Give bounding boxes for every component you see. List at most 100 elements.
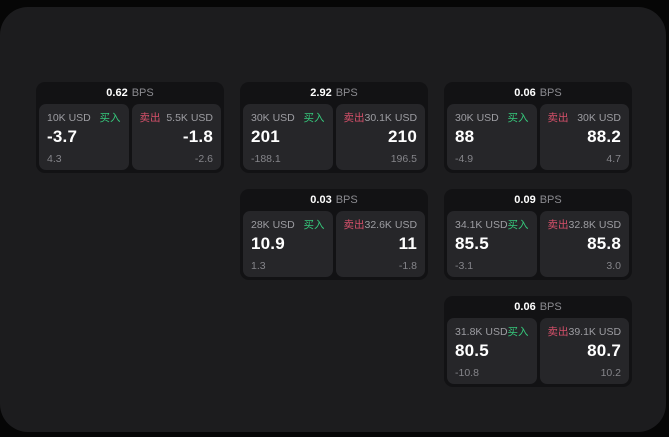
quote-card[interactable]: 0.62 BPS 10K USD 买入 -3.7 4.3 卖出 5.5K USD… bbox=[36, 82, 224, 173]
buy-panel[interactable]: 30K USD 买入 201 -188.1 bbox=[243, 104, 333, 170]
buy-side-label: 买入 bbox=[99, 112, 121, 124]
sell-amount: 32.6K USD bbox=[364, 218, 418, 231]
bps-unit-label: BPS bbox=[131, 87, 154, 99]
buy-panel-top: 30K USD 买入 bbox=[251, 110, 325, 125]
card-header: 0.06 BPS bbox=[447, 296, 629, 318]
sell-amount: 30K USD bbox=[577, 111, 621, 124]
buy-price: 88 bbox=[455, 127, 475, 146]
buy-side-label: 买入 bbox=[303, 112, 325, 124]
bps-value: 0.09 bbox=[514, 194, 536, 206]
buy-side-label: 买入 bbox=[507, 326, 529, 338]
sell-side-label: 卖出 bbox=[547, 219, 569, 231]
sell-panel-top: 卖出 30.1K USD bbox=[344, 110, 418, 125]
buy-amount: 34.1K USD bbox=[455, 218, 508, 231]
sell-delta: 10.2 bbox=[600, 367, 621, 379]
quote-panels: 28K USD 买入 10.9 1.3 卖出 32.6K USD 11 -1.8 bbox=[243, 211, 425, 277]
sell-panel[interactable]: 卖出 5.5K USD -1.8 -2.6 bbox=[131, 104, 221, 170]
buy-panel-top: 31.8K USD 买入 bbox=[455, 324, 529, 339]
buy-delta: -3.1 bbox=[455, 260, 474, 272]
sell-amount: 5.5K USD bbox=[166, 111, 213, 124]
bps-value: 0.06 bbox=[514, 301, 536, 313]
bps-value: 0.06 bbox=[514, 87, 536, 99]
quote-card[interactable]: 0.09 BPS 34.1K USD 买入 85.5 -3.1 卖出 32.8K… bbox=[444, 189, 632, 280]
card-header: 0.09 BPS bbox=[447, 189, 629, 211]
quote-card[interactable]: 0.03 BPS 28K USD 买入 10.9 1.3 卖出 32.6K US… bbox=[240, 189, 428, 280]
sell-side-label: 卖出 bbox=[343, 219, 365, 231]
sell-side-label: 卖出 bbox=[343, 112, 365, 124]
sell-amount: 39.1K USD bbox=[568, 325, 622, 338]
sell-amount: 32.8K USD bbox=[568, 218, 622, 231]
quote-panels: 34.1K USD 买入 85.5 -3.1 卖出 32.8K USD 85.8… bbox=[447, 211, 629, 277]
quote-card[interactable]: 2.92 BPS 30K USD 买入 201 -188.1 卖出 30.1K … bbox=[240, 82, 428, 173]
buy-price: 85.5 bbox=[455, 234, 489, 253]
sell-side-label: 卖出 bbox=[547, 326, 569, 338]
bps-unit-label: BPS bbox=[539, 301, 562, 313]
sell-price: 80.7 bbox=[587, 341, 621, 360]
sell-panel[interactable]: 卖出 39.1K USD 80.7 10.2 bbox=[539, 318, 629, 384]
sell-panel[interactable]: 卖出 30.1K USD 210 196.5 bbox=[335, 104, 425, 170]
buy-panel-top: 10K USD 买入 bbox=[47, 110, 121, 125]
sell-delta: -2.6 bbox=[194, 153, 213, 165]
buy-price: 80.5 bbox=[455, 341, 489, 360]
sell-price: 85.8 bbox=[587, 234, 621, 253]
bps-unit-label: BPS bbox=[335, 87, 358, 99]
buy-amount: 30K USD bbox=[251, 111, 295, 124]
sell-delta: 3.0 bbox=[606, 260, 621, 272]
quote-panels: 30K USD 买入 201 -188.1 卖出 30.1K USD 210 1… bbox=[243, 104, 425, 170]
sell-panel[interactable]: 卖出 32.6K USD 11 -1.8 bbox=[335, 211, 425, 277]
buy-amount: 10K USD bbox=[47, 111, 91, 124]
buy-panel[interactable]: 28K USD 买入 10.9 1.3 bbox=[243, 211, 333, 277]
sell-price: 11 bbox=[398, 234, 417, 253]
sell-price: -1.8 bbox=[182, 127, 213, 146]
sell-side-label: 卖出 bbox=[139, 112, 161, 124]
buy-price: 201 bbox=[251, 127, 280, 146]
sell-delta: -1.8 bbox=[398, 260, 417, 272]
card-header: 0.62 BPS bbox=[39, 82, 221, 104]
buy-side-label: 买入 bbox=[507, 112, 529, 124]
sell-amount: 30.1K USD bbox=[364, 111, 418, 124]
buy-panel-top: 30K USD 买入 bbox=[455, 110, 529, 125]
sell-panel-top: 卖出 5.5K USD bbox=[140, 110, 214, 125]
buy-panel[interactable]: 31.8K USD 买入 80.5 -10.8 bbox=[447, 318, 537, 384]
card-header: 0.03 BPS bbox=[243, 189, 425, 211]
sell-panel[interactable]: 卖出 32.8K USD 85.8 3.0 bbox=[539, 211, 629, 277]
sell-price: 88.2 bbox=[587, 127, 621, 146]
sell-price: 210 bbox=[388, 127, 417, 146]
buy-delta: -10.8 bbox=[455, 367, 479, 379]
bps-unit-label: BPS bbox=[539, 87, 562, 99]
bps-value: 2.92 bbox=[310, 87, 332, 99]
sell-panel[interactable]: 卖出 30K USD 88.2 4.7 bbox=[539, 104, 629, 170]
sell-panel-top: 卖出 32.8K USD bbox=[548, 217, 622, 232]
buy-side-label: 买入 bbox=[507, 219, 529, 231]
buy-side-label: 买入 bbox=[303, 219, 325, 231]
buy-delta: 1.3 bbox=[251, 260, 266, 272]
buy-panel[interactable]: 34.1K USD 买入 85.5 -3.1 bbox=[447, 211, 537, 277]
buy-panel[interactable]: 10K USD 买入 -3.7 4.3 bbox=[39, 104, 129, 170]
bps-value: 0.62 bbox=[106, 87, 128, 99]
quote-panels: 10K USD 买入 -3.7 4.3 卖出 5.5K USD -1.8 -2.… bbox=[39, 104, 221, 170]
quote-card[interactable]: 0.06 BPS 31.8K USD 买入 80.5 -10.8 卖出 39.1… bbox=[444, 296, 632, 387]
quote-panels: 31.8K USD 买入 80.5 -10.8 卖出 39.1K USD 80.… bbox=[447, 318, 629, 384]
buy-amount: 28K USD bbox=[251, 218, 295, 231]
bps-unit-label: BPS bbox=[539, 194, 562, 206]
buy-delta: 4.3 bbox=[47, 153, 62, 165]
buy-panel-top: 34.1K USD 买入 bbox=[455, 217, 529, 232]
sell-panel-top: 卖出 32.6K USD bbox=[344, 217, 418, 232]
buy-delta: -4.9 bbox=[455, 153, 474, 165]
buy-amount: 31.8K USD bbox=[455, 325, 508, 338]
sell-delta: 196.5 bbox=[390, 153, 417, 165]
sell-panel-top: 卖出 30K USD bbox=[548, 110, 622, 125]
buy-price: 10.9 bbox=[251, 234, 285, 253]
sell-delta: 4.7 bbox=[606, 153, 621, 165]
cards-grid: 0.62 BPS 10K USD 买入 -3.7 4.3 卖出 5.5K USD… bbox=[36, 82, 632, 387]
buy-price: -3.7 bbox=[47, 127, 78, 146]
bps-unit-label: BPS bbox=[335, 194, 358, 206]
buy-panel[interactable]: 30K USD 买入 88 -4.9 bbox=[447, 104, 537, 170]
quote-card[interactable]: 0.06 BPS 30K USD 买入 88 -4.9 卖出 30K USD 8… bbox=[444, 82, 632, 173]
buy-panel-top: 28K USD 买入 bbox=[251, 217, 325, 232]
buy-amount: 30K USD bbox=[455, 111, 499, 124]
sell-panel-top: 卖出 39.1K USD bbox=[548, 324, 622, 339]
card-header: 0.06 BPS bbox=[447, 82, 629, 104]
buy-delta: -188.1 bbox=[251, 153, 281, 165]
quote-panels: 30K USD 买入 88 -4.9 卖出 30K USD 88.2 4.7 bbox=[447, 104, 629, 170]
